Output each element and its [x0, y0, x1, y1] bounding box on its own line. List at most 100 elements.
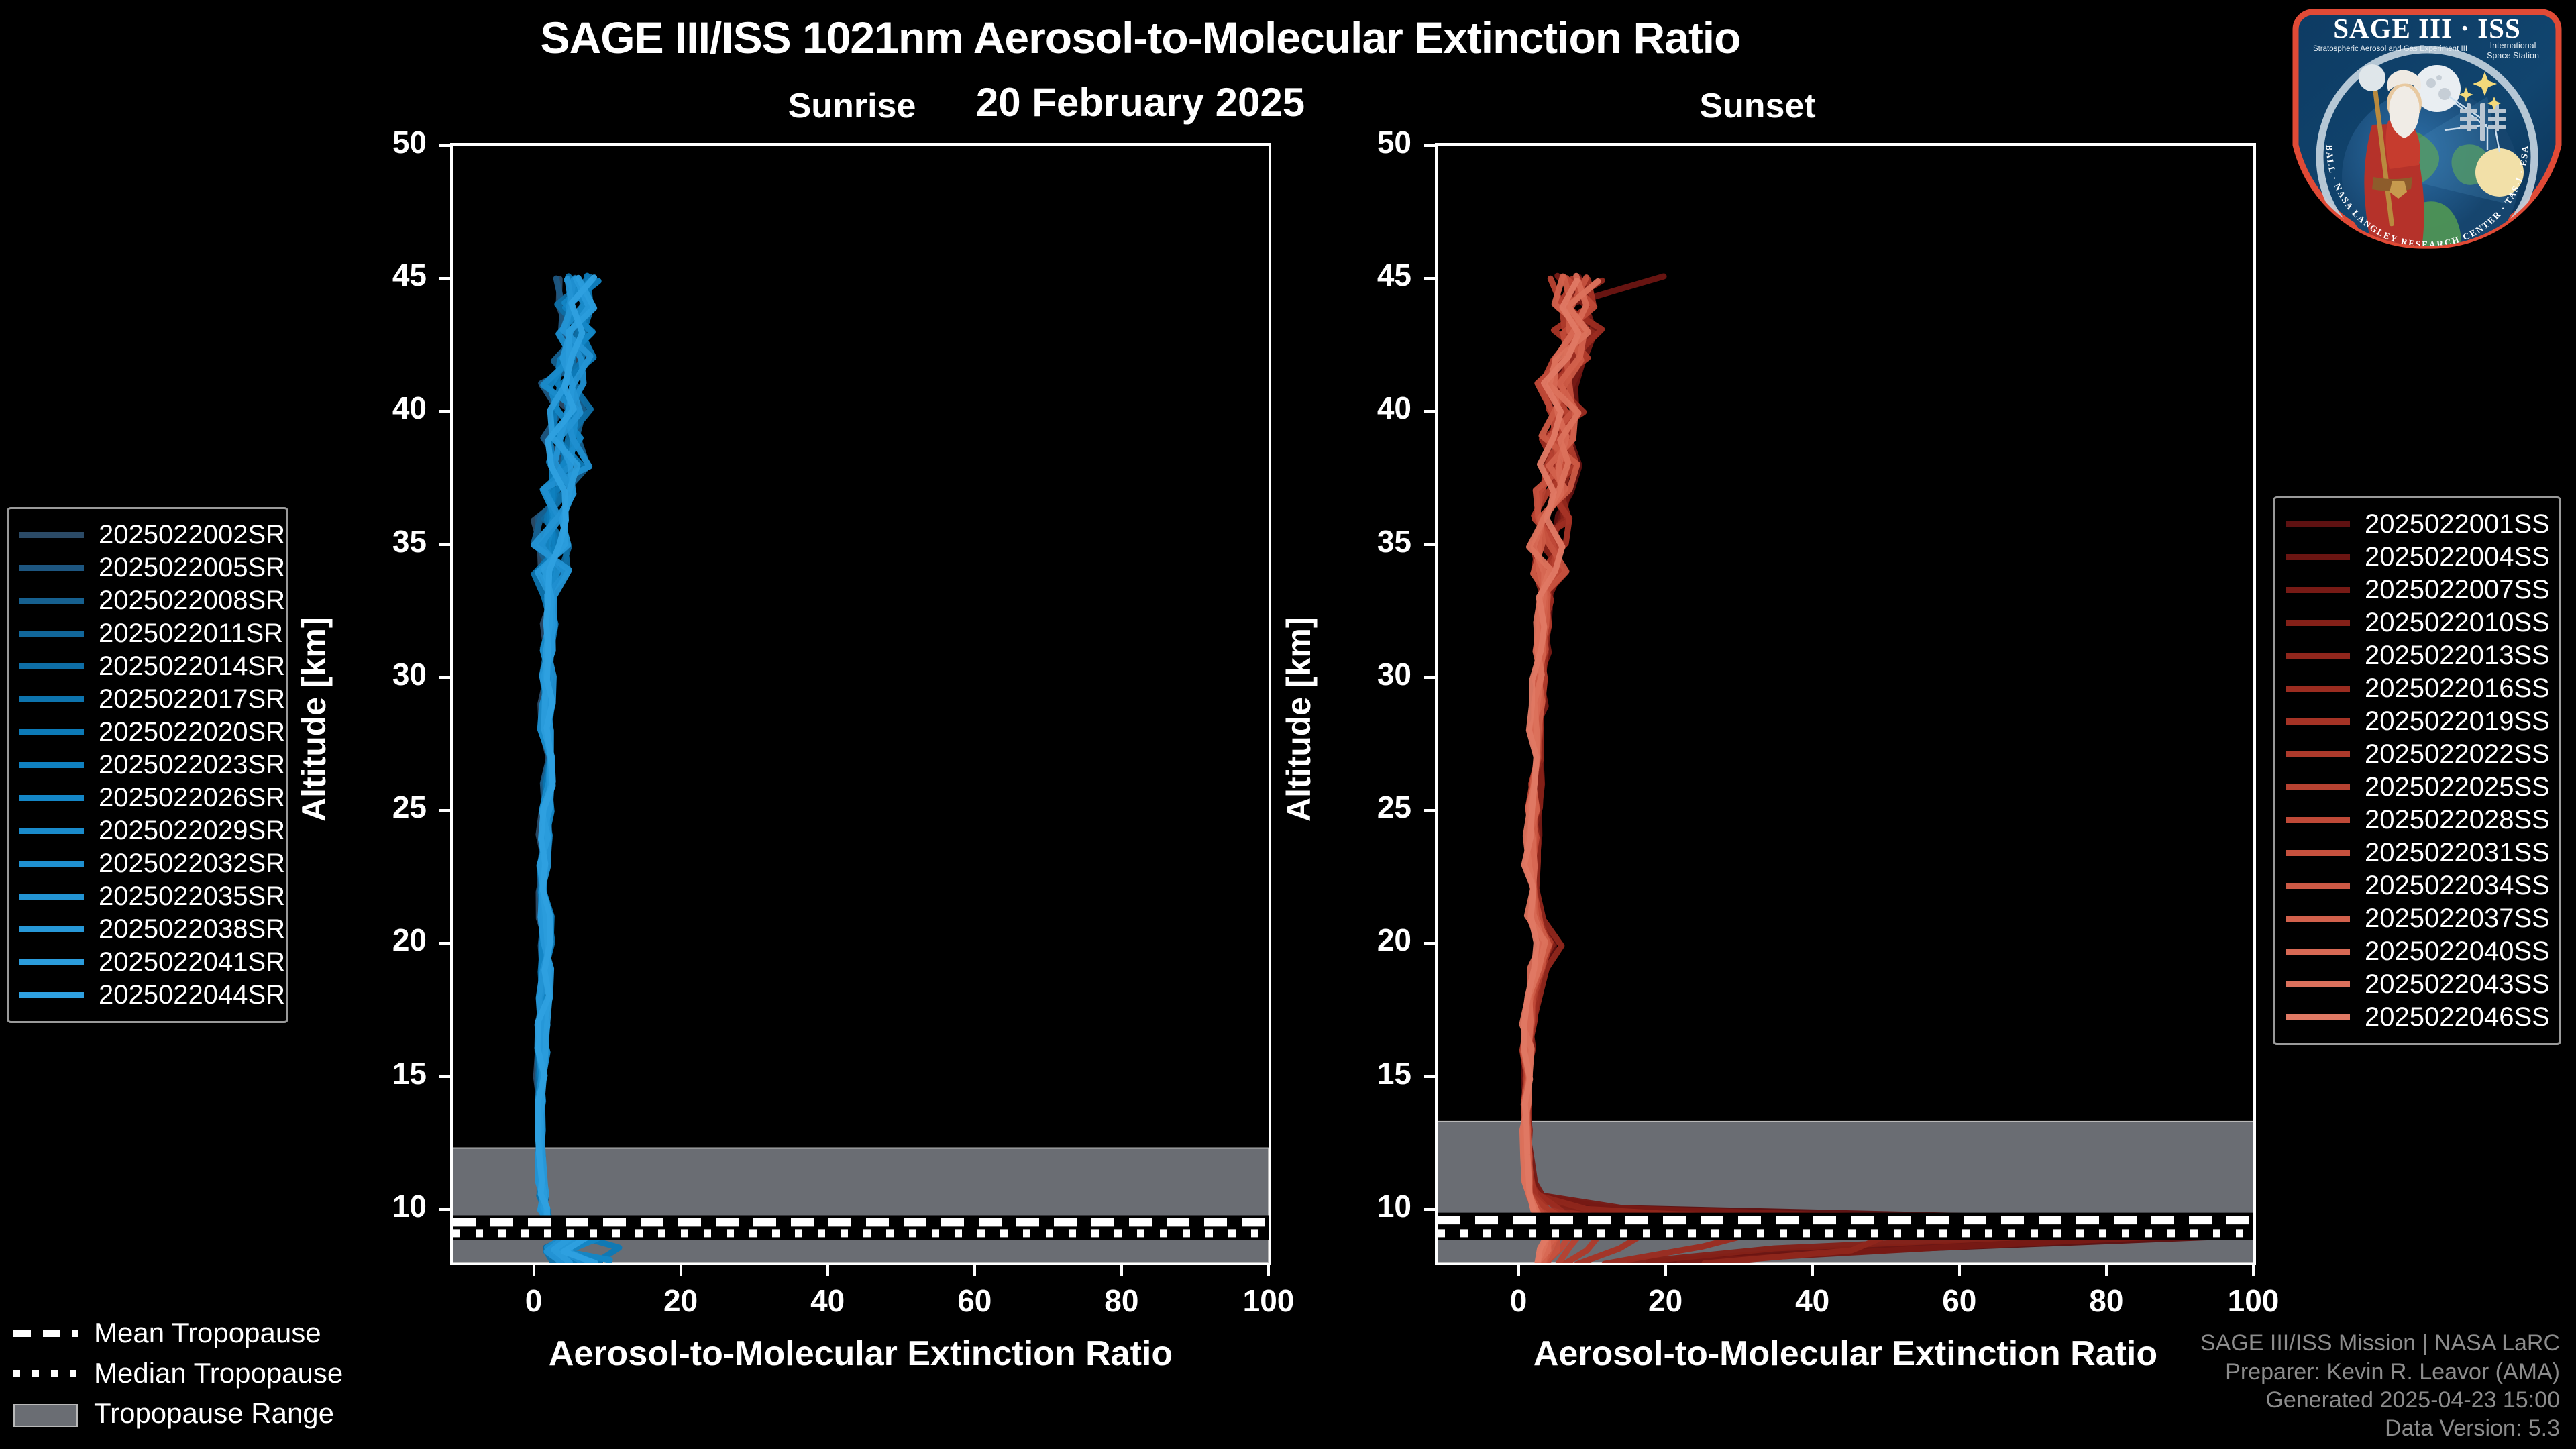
band-swatch-icon	[13, 1403, 78, 1427]
legend-label: 2025022032SR	[99, 849, 286, 878]
legend-color-swatch	[19, 598, 84, 604]
xtick-mark-sunrise-60	[973, 1265, 976, 1276]
ytick-mark-sunset-25	[1424, 809, 1435, 812]
xtick-label-sunrise-40: 40	[810, 1283, 845, 1318]
legend-item-2025022014SR[interactable]: 2025022014SR	[19, 650, 285, 683]
xtick-mark-sunrise-40	[826, 1265, 829, 1276]
xtick-mark-sunrise-20	[679, 1265, 682, 1276]
plot-sunset	[1435, 143, 2256, 1265]
legend-label: 2025022010SS	[2365, 608, 2550, 637]
legend-item-2025022034SS[interactable]: 2025022034SS	[2286, 869, 2550, 902]
legend-color-swatch	[2286, 981, 2350, 987]
legend-item-2025022013SS[interactable]: 2025022013SS	[2286, 639, 2550, 672]
legend-item-2025022026SR[interactable]: 2025022026SR	[19, 782, 285, 814]
legend-item-2025022016SS[interactable]: 2025022016SS	[2286, 672, 2550, 705]
page-title: SAGE III/ISS 1021nm Aerosol-to-Molecular…	[540, 13, 1741, 62]
xtick-label-sunrise-100: 100	[1242, 1283, 1295, 1318]
ytick-label-sunset-40: 40	[1377, 390, 1411, 426]
ytick-label-sunset-15: 15	[1377, 1055, 1411, 1091]
ytick-mark-sunset-20	[1424, 942, 1435, 945]
ytick-mark-sunset-50	[1424, 144, 1435, 147]
ytick-label-sunrise-35: 35	[392, 523, 427, 559]
legend-color-swatch	[19, 532, 84, 538]
legend-item-2025022017SR[interactable]: 2025022017SR	[19, 683, 285, 716]
xtick-mark-sunset-100	[2252, 1265, 2255, 1276]
legend-item-2025022004SS[interactable]: 2025022004SS	[2286, 541, 2550, 574]
ytick-mark-sunset-45	[1424, 277, 1435, 280]
xtick-label-sunset-0: 0	[1509, 1283, 1527, 1318]
xtick-mark-sunset-0	[1517, 1265, 1520, 1276]
legend-color-swatch	[2286, 620, 2350, 626]
legend-color-swatch	[19, 992, 84, 998]
legend-color-swatch	[19, 729, 84, 735]
legend-item-tropopause-range: Tropopause Range	[13, 1397, 389, 1430]
legend-item-2025022041SR[interactable]: 2025022041SR	[19, 946, 285, 979]
legend-item-2025022025SS[interactable]: 2025022025SS	[2286, 771, 2550, 804]
legend-item-2025022028SS[interactable]: 2025022028SS	[2286, 804, 2550, 837]
legend-item-2025022008SR[interactable]: 2025022008SR	[19, 584, 285, 617]
legend-color-swatch	[2286, 686, 2350, 692]
ytick-mark-sunset-35	[1424, 543, 1435, 546]
legend-label: 2025022004SS	[2365, 542, 2550, 572]
legend-item-2025022005SR[interactable]: 2025022005SR	[19, 551, 285, 584]
legend-item-2025022023SR[interactable]: 2025022023SR	[19, 749, 285, 782]
legend-item-2025022010SS[interactable]: 2025022010SS	[2286, 606, 2550, 639]
legend-label: 2025022005SR	[99, 553, 286, 582]
legend-color-swatch	[2286, 949, 2350, 955]
legend-label: 2025022035SR	[99, 881, 286, 911]
legend-item-2025022029SR[interactable]: 2025022029SR	[19, 814, 285, 847]
legend-item-2025022044SR[interactable]: 2025022044SR	[19, 979, 285, 1012]
legend-item-2025022020SR[interactable]: 2025022020SR	[19, 716, 285, 749]
legend-label: 2025022040SS	[2365, 936, 2550, 966]
legend-label: 2025022011SR	[99, 619, 284, 648]
legend-item-median-tropopause: Median Tropopause	[13, 1356, 389, 1389]
legend-item-2025022037SS[interactable]: 2025022037SS	[2286, 902, 2550, 935]
credit-version: Data Version: 5.3	[2385, 1415, 2560, 1441]
legend-label: 2025022008SR	[99, 586, 286, 615]
legend-item-2025022019SS[interactable]: 2025022019SS	[2286, 705, 2550, 738]
legend-item-2025022007SS[interactable]: 2025022007SS	[2286, 574, 2550, 606]
legend-item-2025022043SS[interactable]: 2025022043SS	[2286, 968, 2550, 1001]
ytick-label-sunrise-15: 15	[392, 1055, 427, 1091]
legend-label: 2025022031SS	[2365, 838, 2550, 867]
axis-ylabel-sunset: Altitude [km]	[1280, 616, 1318, 822]
legend-label: 2025022041SR	[99, 947, 286, 977]
logo-title: SAGE III · ISS	[2333, 13, 2521, 44]
legend-color-swatch	[19, 894, 84, 900]
credit-mission: SAGE III/ISS Mission | NASA LaRC	[2200, 1330, 2560, 1356]
legend-sunrise[interactable]: 2025022002SR 2025022005SR 2025022008SR 2025…	[7, 507, 288, 1023]
legend-item-2025022011SR[interactable]: 2025022011SR	[19, 617, 283, 650]
ytick-label-sunrise-20: 20	[392, 922, 427, 958]
ytick-mark-sunrise-25	[439, 809, 450, 812]
legend-item-2025022001SS[interactable]: 2025022001SS	[2286, 508, 2550, 541]
legend-color-swatch	[2286, 718, 2350, 724]
legend-item-2025022038SR[interactable]: 2025022038SR	[19, 913, 285, 946]
legend-sunset[interactable]: 2025022001SS 2025022004SS 2025022007SS 2025…	[2273, 496, 2561, 1045]
ytick-label-sunrise-50: 50	[392, 125, 427, 160]
ytick-label-sunrise-25: 25	[392, 790, 427, 825]
legend-label: 2025022019SS	[2365, 706, 2550, 736]
xtick-label-sunset-100: 100	[2227, 1283, 2279, 1318]
legend-label: 2025022046SS	[2365, 1002, 2550, 1032]
legend-item-mean-tropopause: Mean Tropopause	[13, 1316, 389, 1349]
xtick-mark-sunset-60	[1957, 1265, 1961, 1276]
legend-label: 2025022001SS	[2365, 509, 2550, 539]
legend-item-2025022002SR[interactable]: 2025022002SR	[19, 519, 285, 551]
legend-label: 2025022022SS	[2365, 739, 2550, 769]
legend-item-2025022032SR[interactable]: 2025022032SR	[19, 847, 285, 880]
ytick-mark-sunset-30	[1424, 676, 1435, 679]
legend-item-2025022031SS[interactable]: 2025022031SS	[2286, 837, 2550, 869]
legend-item-2025022046SS[interactable]: 2025022046SS	[2286, 1001, 2550, 1034]
dashed-line-icon	[13, 1324, 78, 1342]
legend-label: 2025022026SR	[99, 783, 286, 812]
legend-item-2025022035SR[interactable]: 2025022035SR	[19, 880, 285, 913]
ytick-label-sunrise-30: 30	[392, 656, 427, 692]
legend-color-swatch	[19, 926, 84, 932]
legend-item-2025022022SS[interactable]: 2025022022SS	[2286, 738, 2550, 771]
ytick-mark-sunrise-20	[439, 942, 450, 945]
legend-color-swatch	[2286, 1014, 2350, 1020]
xtick-mark-sunset-40	[1811, 1265, 1814, 1276]
legend-item-2025022040SS[interactable]: 2025022040SS	[2286, 935, 2550, 968]
xtick-label-sunset-20: 20	[1648, 1283, 1683, 1318]
